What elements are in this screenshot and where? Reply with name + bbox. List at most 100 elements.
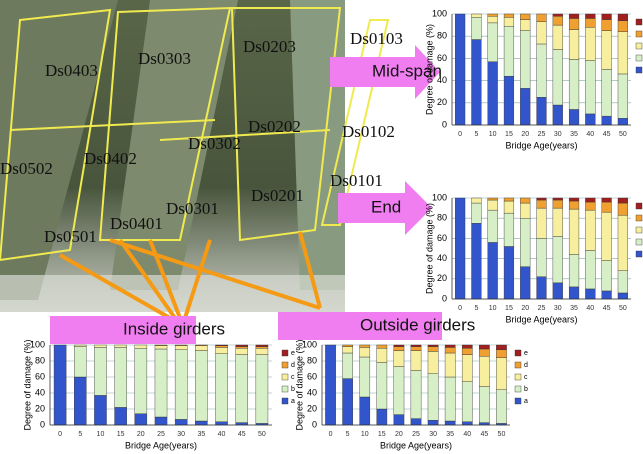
bar-segment (520, 88, 530, 125)
bar-segment (472, 17, 482, 39)
bar-segment (602, 116, 612, 125)
bar-segment (504, 213, 514, 246)
bar-segment (360, 357, 370, 397)
x-tick-label: 20 (395, 431, 403, 438)
bar-segment (520, 14, 530, 20)
x-tick-label: 10 (489, 131, 497, 138)
bar-segment (488, 242, 498, 299)
bar-segment (553, 198, 563, 200)
bar-segment (553, 14, 563, 16)
x-tick-label: 20 (521, 131, 529, 138)
bar-segment (569, 18, 579, 29)
bar-segment (618, 74, 628, 118)
bar-segment (74, 377, 86, 425)
bar-segment (74, 347, 86, 377)
zone-label: Ds0301 (166, 199, 219, 218)
bar-segment (569, 30, 579, 60)
zone-label: Ds0101 (330, 171, 383, 190)
bar-segment (135, 414, 147, 425)
y-tick-label: 40 (35, 387, 45, 397)
bar-segment (472, 198, 482, 203)
bar-segment (445, 347, 455, 353)
x-tick-label: 10 (489, 305, 497, 312)
x-tick-label: 5 (78, 431, 82, 438)
bar-segment (462, 422, 472, 425)
bar-segment (343, 353, 353, 379)
y-tick-label: 20 (35, 403, 45, 413)
bar-segment (602, 20, 612, 31)
chart-title: Mid-span (372, 61, 442, 80)
bar-segment (602, 31, 612, 70)
x-tick-label: 45 (603, 131, 611, 138)
bar-segment (585, 61, 595, 114)
x-tick-label: 5 (346, 431, 350, 438)
bar-segment (455, 14, 465, 125)
photo (0, 0, 388, 318)
bar-segment (394, 351, 404, 367)
bar-segment (496, 358, 506, 390)
x-tick-label: 0 (458, 305, 462, 312)
bar-segment (445, 377, 455, 421)
legend-swatch (636, 203, 642, 209)
legend-swatch (515, 398, 521, 404)
bar-segment (602, 198, 612, 202)
bar-segment (488, 23, 498, 62)
bar-segment (394, 415, 404, 425)
bar-segment (602, 70, 612, 117)
bar-segment (496, 390, 506, 424)
y-tick-label: 0 (312, 419, 317, 429)
bar-segment (411, 351, 421, 371)
bar-segment (585, 202, 595, 210)
bar-segment (537, 238, 547, 276)
legend-swatch (636, 31, 642, 37)
bar-segment (175, 345, 187, 346)
bar-segment (553, 283, 563, 299)
bar-segment (445, 353, 455, 377)
x-tick-label: 35 (570, 131, 578, 138)
bar-segment (618, 271, 628, 293)
bar-segment (428, 345, 438, 347)
legend-swatch (515, 386, 521, 392)
bar-segment (215, 354, 227, 422)
bar-segment (462, 355, 472, 382)
bar-segment (569, 109, 579, 125)
bar-segment (360, 345, 370, 347)
zone-label: Ds0501 (44, 227, 97, 246)
x-tick-label: 45 (603, 305, 611, 312)
bar-segment (553, 50, 563, 106)
zone-label: Ds0201 (251, 186, 304, 205)
zone-label: Ds0502 (0, 159, 53, 178)
x-tick-label: 0 (58, 431, 62, 438)
x-tick-label: 50 (498, 431, 506, 438)
legend-label: b (524, 386, 528, 393)
bar-segment (377, 345, 387, 348)
legend-swatch (282, 350, 288, 356)
legend-swatch (636, 251, 642, 257)
bar-segment (537, 200, 547, 208)
bar-segment (585, 18, 595, 27)
bar-segment (488, 198, 498, 200)
bar-segment (394, 345, 404, 347)
bar-segment (94, 347, 106, 395)
bar-segment (585, 14, 595, 18)
x-tick-label: 35 (570, 305, 578, 312)
bar-segment (472, 203, 482, 223)
bar-segment (585, 289, 595, 299)
bar-segment (215, 345, 227, 346)
bar-segment (155, 417, 167, 425)
legend-swatch (515, 362, 521, 368)
x-tick-label: 30 (429, 431, 437, 438)
bar-segment (618, 32, 628, 74)
x-axis-label: Bridge Age(years) (380, 440, 452, 450)
bar-segment (618, 198, 628, 203)
bar-segment (488, 62, 498, 125)
bar-segment (472, 14, 482, 17)
bar-segment (195, 351, 207, 421)
legend-swatch (636, 55, 642, 61)
bar-segment (472, 40, 482, 125)
bar-segment (520, 20, 530, 31)
bar-segment (618, 293, 628, 299)
y-tick-label: 100 (432, 8, 447, 18)
bar-segment (553, 105, 563, 125)
bar-segment (411, 419, 421, 425)
